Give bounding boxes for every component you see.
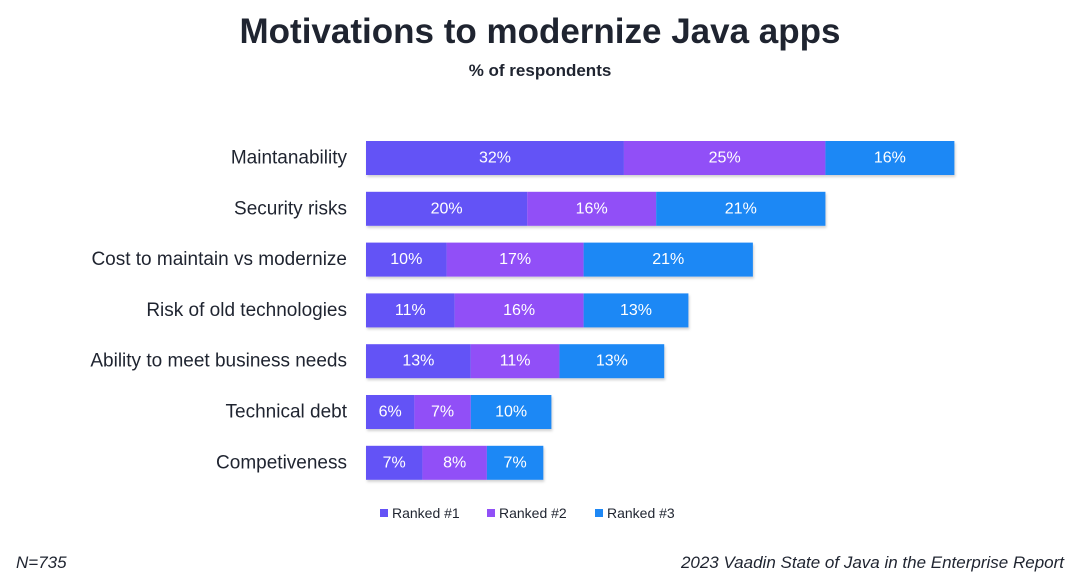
category-label-security-risks: Security risks bbox=[234, 198, 347, 219]
bar-value-label: 8% bbox=[443, 454, 466, 471]
bar-segment-ranked-2 bbox=[470, 344, 560, 379]
bar-segment-ranked-1 bbox=[366, 191, 528, 226]
bar-segment-ranked-2 bbox=[422, 445, 487, 480]
bar-segment-ranked-1 bbox=[366, 141, 624, 175]
sample-size-note: N=735 bbox=[16, 553, 67, 572]
bars: 32% 25% 16% 20% 16% 21% 10% 17% 21% 11% 16% 13% 13% 1… bbox=[366, 141, 955, 480]
bar-segment-ranked-3 bbox=[559, 344, 665, 379]
category-label-maintanability: Maintanability bbox=[231, 148, 348, 169]
category-label-cost-to-maintain-vs-modernize: Cost to maintain vs modernize bbox=[91, 249, 347, 270]
bar-segment-ranked-2 bbox=[623, 141, 826, 175]
bar-value-label: 10% bbox=[390, 251, 422, 268]
bar-value-label: 21% bbox=[652, 251, 684, 268]
bar-segment-ranked-1 bbox=[366, 293, 455, 328]
bar-value-label: 16% bbox=[576, 200, 608, 217]
bar-value-label: 25% bbox=[709, 150, 741, 167]
chart-subtitle: % of respondents bbox=[468, 61, 612, 80]
bar-value-label: 17% bbox=[499, 251, 531, 268]
bar-segment-ranked-2 bbox=[414, 395, 471, 429]
bar-row-technical-debt bbox=[366, 395, 552, 429]
bar-value-label: 20% bbox=[431, 200, 463, 217]
bar-segment-ranked-1 bbox=[366, 344, 471, 379]
bar-value-label: 7% bbox=[383, 454, 406, 471]
bar-value-label: 6% bbox=[379, 404, 402, 421]
category-label-competiveness: Competiveness bbox=[216, 452, 347, 473]
category-label-risk-of-old-technologies: Risk of old technologies bbox=[146, 300, 347, 321]
bar-segment-ranked-3 bbox=[825, 141, 955, 175]
bar-segment-ranked-1 bbox=[366, 395, 415, 429]
bar-value-label: 13% bbox=[402, 353, 434, 370]
bar-segment-ranked-3 bbox=[486, 445, 544, 480]
bar-row-cost-to-maintain-vs-modernize bbox=[366, 242, 753, 277]
bar-row-risk-of-old-technologies bbox=[366, 293, 689, 328]
category-label-ability-to-meet-business-needs: Ability to meet business needs bbox=[90, 351, 347, 372]
bar-row-ability-to-meet-business-needs bbox=[366, 344, 665, 379]
bar-value-label: 32% bbox=[479, 150, 511, 167]
legend-swatch-ranked-2 bbox=[487, 509, 495, 517]
bar-row-security-risks bbox=[366, 191, 826, 226]
chart-title: Motivations to modernize Java apps bbox=[239, 12, 841, 51]
bar-segment-ranked-2 bbox=[446, 242, 584, 277]
bar-row-maintanability bbox=[366, 141, 955, 175]
bar-segment-ranked-3 bbox=[583, 242, 753, 277]
bar-value-label: 11% bbox=[500, 353, 531, 370]
legend-label-ranked-1: Ranked #1 bbox=[392, 505, 460, 521]
bar-value-label: 21% bbox=[725, 200, 757, 217]
bar-segment-ranked-3 bbox=[656, 191, 826, 226]
category-labels: Maintanability Security risks Cost to main… bbox=[90, 148, 347, 474]
legend-swatch-ranked-3 bbox=[595, 509, 603, 517]
bar-value-label: 13% bbox=[620, 302, 652, 319]
bar-value-label: 7% bbox=[504, 454, 527, 471]
bar-value-label: 16% bbox=[874, 150, 906, 167]
bar-value-label: 10% bbox=[495, 404, 527, 421]
legend-label-ranked-3: Ranked #3 bbox=[607, 505, 675, 521]
bar-segment-ranked-1 bbox=[366, 445, 423, 480]
bar-row-competiveness bbox=[366, 445, 544, 480]
bar-value-label: 11% bbox=[395, 302, 426, 319]
bar-value-label: 7% bbox=[431, 404, 454, 421]
bar-segment-ranked-3 bbox=[583, 293, 689, 328]
legend-swatch-ranked-1 bbox=[380, 509, 388, 517]
source-note: 2023 Vaadin State of Java in the Enterpr… bbox=[680, 553, 1064, 572]
legend-label-ranked-2: Ranked #2 bbox=[499, 505, 567, 521]
bar-segment-ranked-3 bbox=[470, 395, 552, 429]
bar-segment-ranked-2 bbox=[454, 293, 584, 328]
bar-segment-ranked-1 bbox=[366, 242, 447, 277]
bar-value-label: 13% bbox=[596, 353, 628, 370]
bar-segment-ranked-2 bbox=[527, 191, 657, 226]
legend: Ranked #1 Ranked #2 Ranked #3 bbox=[380, 505, 675, 521]
bar-value-label: 16% bbox=[503, 302, 535, 319]
category-label-technical-debt: Technical debt bbox=[226, 402, 348, 423]
